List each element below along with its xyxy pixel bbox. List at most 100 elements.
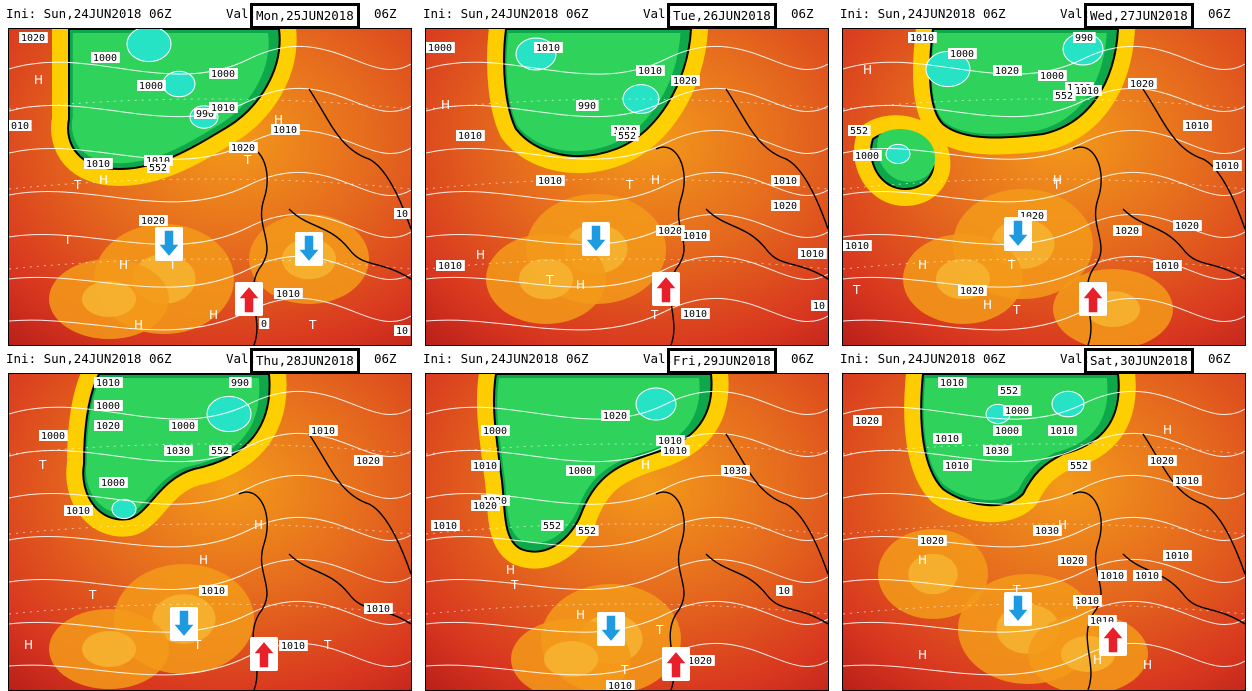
isobar-label: 1010: [798, 248, 827, 260]
cold-advection-arrow: [295, 232, 323, 266]
isobar-label: 552: [576, 525, 599, 537]
isobar-label: 1010: [908, 32, 937, 44]
warm-core: [82, 631, 136, 667]
map-canvas: 1000101099010101020101055210101010101010…: [426, 29, 828, 345]
isobar-label-text: 552: [618, 131, 636, 142]
map-canvas: 1000102010101000552101010101020103010105…: [426, 374, 828, 690]
isobar-label-text: 1010: [146, 156, 170, 167]
isobar-label-text: 1030: [1035, 526, 1059, 537]
isobar-label-text: 1030: [166, 446, 190, 457]
high-pressure-marker: H: [134, 318, 143, 332]
isobar-label: 1000: [137, 80, 166, 92]
isobar-label-text: 1000: [1040, 71, 1064, 82]
warm-core: [82, 281, 136, 317]
init-time: Ini: Sun,24JUN2018 06Z: [423, 351, 589, 366]
isobar-line: [426, 256, 828, 288]
valid-label: Val:: [226, 351, 257, 366]
isobar-label-text: 1010: [1090, 616, 1114, 627]
low-pressure-marker: T: [620, 663, 629, 677]
isobar-label-text: 10: [396, 209, 408, 220]
isobar-label: 1010: [933, 433, 962, 445]
valid-date-box: Sat,30JUN2018: [1084, 348, 1194, 374]
low-pressure-marker: T: [323, 638, 332, 652]
isobar-label: 1010: [364, 603, 393, 615]
isobar-label-text: 1020: [960, 286, 984, 297]
isobar-label: 10: [776, 585, 793, 597]
isobar-label-text: 1020: [773, 201, 797, 212]
isobar-label: 1010: [771, 175, 800, 187]
isobar-label-text: 1020: [995, 66, 1019, 77]
low-pressure-marker: T: [73, 178, 82, 192]
isobar-label: 1020: [853, 415, 882, 427]
isobar-label-text: 1010: [945, 461, 969, 472]
high-pressure-marker: H: [918, 648, 927, 662]
isobar-label-text: 552: [1000, 386, 1018, 397]
high-pressure-marker: H: [254, 518, 263, 532]
high-pressure-marker: H: [918, 553, 927, 567]
isobar-label: 1020: [139, 215, 168, 227]
isobar-label: 1010: [1153, 260, 1182, 272]
valid-time: 06Z: [1208, 351, 1231, 366]
isobar-label: 1010: [636, 65, 665, 77]
isobar-label: 990: [194, 108, 217, 120]
isobar-line: [843, 88, 1245, 118]
isobar-label-text: 1010: [201, 586, 225, 597]
isobar-label: 1010: [436, 260, 465, 272]
map-panel-sat: Ini: Sun,24JUN2018 06Z Val: Sat,30JUN201…: [834, 345, 1252, 691]
init-time: Ini: Sun,24JUN2018 06Z: [6, 351, 172, 366]
high-pressure-marker: H: [99, 173, 108, 187]
isobar-line: [9, 256, 411, 288]
isobar-line: [843, 517, 1245, 548]
isobar-line: [9, 433, 411, 463]
isobar-label: 1020: [94, 420, 123, 432]
isobar-line: [843, 643, 1245, 676]
isobar-label-text: 1020: [473, 501, 497, 512]
weather-map: 1010 1020 552 1000 1010 1010 1000 1030 1010 552 10…: [842, 373, 1246, 691]
isobar-label: 1020: [1058, 555, 1087, 567]
isobar-label-text: 1010: [608, 681, 632, 690]
isobar-label-text: 1000: [211, 69, 235, 80]
isobar-label: 10: [394, 325, 411, 337]
isobar-label-text: 1000: [96, 401, 120, 412]
isobar-label-text: 1000: [950, 49, 974, 60]
map-canvas: 1010 990 1000 1000 1020 1000 1030 1000 552 1010 10…: [9, 374, 411, 690]
arrow-down-icon: [296, 234, 322, 264]
high-pressure-marker: H: [199, 553, 208, 567]
isobar-label-text: 1010: [311, 426, 335, 437]
high-pressure-marker: H: [918, 258, 927, 272]
isobar-label-text: 1010: [658, 436, 682, 447]
weather-map: 1020 1000 1000 1000 990 1010 1010 1010 552 1020 10…: [8, 28, 412, 346]
isobar-label: 1010: [271, 124, 300, 136]
isobar-line: [426, 88, 828, 118]
weather-map: 1000101099010101020101055210101010101010…: [425, 28, 829, 346]
weather-map: 1010990100010201000101055210101020552100…: [842, 28, 1246, 346]
isobar-label: 1000: [39, 430, 68, 442]
init-time: Ini: Sun,24JUN2018 06Z: [6, 6, 172, 21]
high-pressure-marker: H: [863, 63, 872, 77]
isobar-label-text: 1010: [800, 249, 824, 260]
isobar-label-text: 552: [211, 446, 229, 457]
isobar-label-text: 552: [149, 163, 167, 174]
panel-header: Ini: Sun,24JUN2018 06Z Val: Fri,29JUN201…: [417, 345, 835, 374]
isobar-label-text: 1010: [638, 66, 662, 77]
isobar-label-text: 1000: [171, 421, 195, 432]
isobar-label: 1010: [456, 130, 485, 142]
isobar-label-text: 1010: [663, 446, 687, 457]
isobar-label: 1000: [853, 150, 882, 162]
isobar-label-text: 1010: [845, 241, 869, 252]
isobar-label-text: 1020: [1150, 456, 1174, 467]
isobar-label-text: 1010: [538, 176, 562, 187]
isobar-label: 1010: [209, 102, 238, 114]
warm-advection-arrow: [1079, 282, 1107, 316]
isobar-label-text: 552: [543, 521, 561, 532]
low-pressure-marker: T: [63, 233, 72, 247]
isobar-label: 1020: [671, 75, 700, 87]
isobar-label: 1010: [536, 175, 565, 187]
isobar-label: 1010: [606, 680, 635, 690]
isobar-line: [9, 517, 411, 548]
isobar-line: [9, 46, 411, 75]
valid-label: Val:: [643, 351, 674, 366]
isobar-label-text: 1010: [1135, 571, 1159, 582]
high-pressure-marker: H: [641, 458, 650, 472]
isobar-label: 1000: [99, 477, 128, 489]
